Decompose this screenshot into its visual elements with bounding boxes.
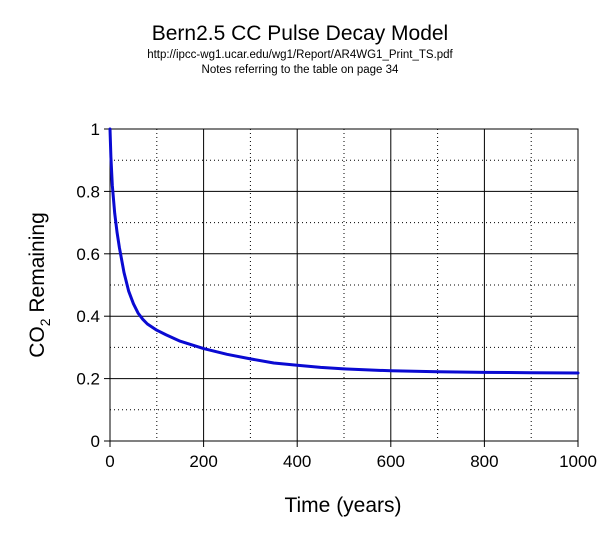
y-axis-label-rest: Remaining [26,212,49,318]
y-axis-label-sub: 2 [37,318,53,326]
y-tick-label: 0.4 [76,307,100,326]
x-tick-label: 200 [189,452,217,471]
x-tick-label: 400 [283,452,311,471]
chart-source-url: http://ipcc-wg1.ucar.edu/wg1/Report/AR4W… [147,49,453,61]
y-axis-label: CO2 Remaining [26,212,53,358]
y-tick-label: 1 [91,120,100,139]
y-tick-label: 0.8 [76,182,100,201]
y-tick-label: 0 [91,432,100,451]
x-axis-label: Time (years) [284,494,401,517]
chart-title: Bern2.5 CC Pulse Decay Model [151,22,449,45]
y-tick-label: 0.2 [76,370,100,389]
series-line [108,127,580,375]
grid [109,128,579,442]
y-axis: 0 0.2 0.4 0.6 0.8 1 [76,120,110,451]
y-axis-label-main: CO [26,326,49,358]
x-tick-label: 1000 [559,452,597,471]
x-axis: 0 200 400 600 800 1000 [105,441,597,471]
x-tick-label: 600 [377,452,405,471]
chart-note: Notes referring to the table on page 34 [201,64,399,76]
y-tick-label: 0.6 [76,245,100,264]
x-tick-label: 800 [470,452,498,471]
plot-frame [109,128,579,442]
x-tick-label: 0 [105,452,114,471]
